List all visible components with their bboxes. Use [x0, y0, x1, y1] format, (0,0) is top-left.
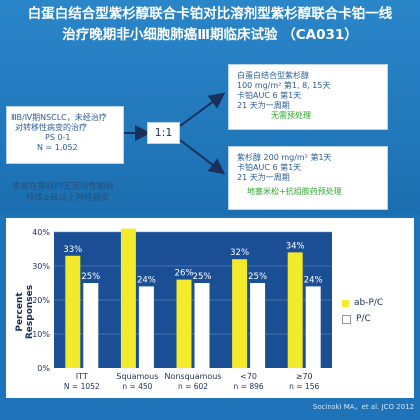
arm2-line: 卡铂AUC 6 第1天	[237, 163, 302, 172]
population-line: 对转移性病变的治疗	[15, 123, 87, 132]
x-tick-count: N = 1052	[64, 382, 100, 391]
y-tick-label: 20%	[32, 296, 50, 305]
bar-0	[120, 228, 136, 368]
legend-label: P/C	[356, 314, 371, 324]
population-line: ⅢB/Ⅳ期NSCLC，未经治疗	[11, 113, 107, 122]
chart-legend: ab-P/C P/C	[342, 298, 383, 330]
bar-value-label: 25%	[81, 272, 100, 282]
bar-1	[305, 286, 321, 368]
legend-swatch-abpc	[342, 299, 349, 307]
arm1-line: 卡铂AUC 6 第1天	[237, 91, 302, 100]
arm1-line: 21 天为一周期	[237, 101, 290, 110]
bar-value-label: 41%	[119, 218, 138, 228]
y-tick-label: 0%	[37, 364, 50, 373]
x-tick-label: ≥70	[296, 372, 313, 381]
bar-0	[232, 259, 248, 368]
arm1-box: 白蛋白结合型紫杉醇 100 mg/m² 第1, 8, 15天 卡铂AUC 6 第…	[228, 64, 388, 130]
bar-value-label: 32%	[230, 248, 249, 258]
bar-value-label: 24%	[137, 275, 156, 285]
legend-item: P/C	[342, 314, 383, 324]
y-tick-label: 10%	[32, 330, 50, 339]
baseline-note-line: 患者在基线时无活动性脑转	[12, 182, 115, 192]
bar-value-label: 25%	[193, 272, 212, 282]
arm2-line: 紫杉醇 200 mg/m² 第1天	[237, 153, 332, 162]
arrow-to-arm1	[179, 92, 226, 127]
bar-0	[65, 255, 81, 368]
bar-value-label: 33%	[63, 245, 82, 255]
population-line: PS 0-1	[45, 133, 71, 142]
bar-1	[250, 283, 266, 368]
randomization-ratio: 1:1	[147, 122, 180, 144]
population-box: ⅢB/Ⅳ期NSCLC，未经治疗 对转移性病变的治疗 PS 0-1 N = 1,0…	[6, 106, 124, 164]
arrow-to-arm2	[179, 139, 226, 175]
slide-title-line2: 治疗晚期非小细胞肺癌Ⅲ期临床试验 （CA031）	[62, 27, 358, 43]
bar-1	[83, 283, 99, 368]
bar-0	[176, 279, 192, 368]
x-tick-label: <70	[240, 372, 257, 381]
x-tick-count: n = 450	[122, 382, 152, 391]
arm1-premed: 无需预处理	[271, 111, 311, 120]
arm2-box: 紫杉醇 200 mg/m² 第1天 卡铂AUC 6 第1天 21 天为一周期 地…	[228, 146, 388, 210]
bar-value-label: 25%	[248, 272, 267, 282]
y-tick-label: 30%	[32, 262, 50, 271]
citation: Socinski MA，et al. JCO 2012	[312, 403, 414, 411]
bar-0	[287, 252, 303, 368]
design-arrows	[124, 92, 226, 175]
bar-value-label: 26%	[175, 269, 194, 279]
arm1-line: 白蛋白结合型紫杉醇	[237, 71, 309, 80]
x-tick-label: ITT	[76, 372, 88, 381]
baseline-note-line: 移或≥级以上神经病变	[26, 193, 110, 203]
population-line: N = 1,052	[37, 143, 78, 152]
x-tick-label: Squamous	[116, 372, 158, 381]
x-tick-count: n = 896	[234, 382, 264, 391]
bar-value-label: 34%	[286, 241, 305, 251]
x-tick-label: Nonsquamous	[164, 372, 221, 381]
bar-value-label: 24%	[304, 275, 323, 285]
y-tick-label: 40%	[32, 228, 50, 237]
legend-swatch-pc	[342, 314, 351, 324]
response-chart-panel: Percent Responses 40% 30% 20% 10% 0% 33% 25% IT…	[6, 218, 414, 398]
bar-1	[194, 283, 210, 368]
x-tick-count: n = 602	[178, 382, 208, 391]
legend-label: ab-P/C	[354, 298, 384, 308]
x-tick-count: n = 156	[289, 382, 319, 391]
arm2-line: 21 天为一周期	[237, 173, 290, 182]
slide-title-line1: 白蛋白结合型紫杉醇联合卡铂对比溶剂型紫杉醇联合卡铂一线	[27, 6, 393, 22]
baseline-note: 患者在基线时无活动性脑转 移或≥级以上神经病变	[12, 182, 114, 204]
bar-1	[138, 286, 154, 368]
legend-item: ab-P/C	[342, 298, 383, 308]
arm1-line: 100 mg/m² 第1, 8, 15天	[237, 81, 331, 90]
arm2-premed: 地塞米松+抗组胺药预处理	[247, 187, 342, 196]
